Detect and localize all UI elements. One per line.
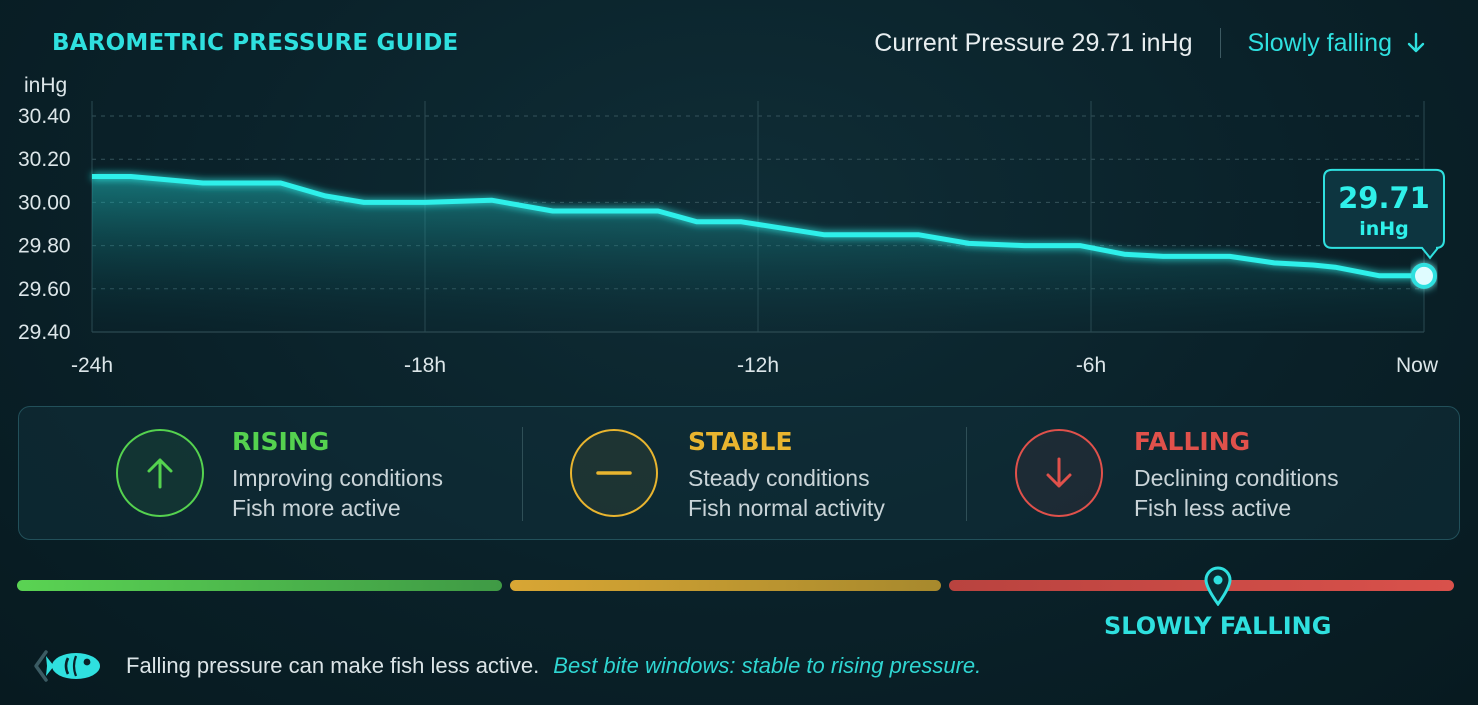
header-divider	[1220, 28, 1222, 58]
footer-tip: Best bite windows: stable to rising pres…	[553, 653, 982, 678]
x-tick-label: -6h	[1076, 354, 1106, 377]
page-title: BAROMETRIC PRESSURE GUIDE	[52, 30, 459, 56]
scale-segment-stable	[510, 580, 941, 591]
legend-stable-title: STABLE	[688, 427, 793, 456]
current-pressure-label: Current Pressure 29.71 inHg	[874, 28, 1193, 57]
legend-divider	[522, 427, 523, 521]
legend-stable-line1: Steady conditions	[688, 465, 870, 491]
arrow-down-icon	[1406, 32, 1426, 54]
x-tick-label: Now	[1396, 354, 1439, 377]
y-tick-label: 30.40	[18, 105, 71, 128]
callout-unit: inHg	[1359, 218, 1409, 240]
footer: Falling pressure can make fish less acti…	[30, 648, 981, 684]
y-tick-label: 30.20	[18, 148, 71, 171]
footer-message: Falling pressure can make fish less acti…	[126, 653, 540, 678]
location-pin-icon	[1203, 566, 1233, 611]
fish-icon	[30, 648, 102, 684]
legend-stable-line2: Fish normal activity	[688, 495, 885, 521]
dash-icon	[570, 429, 658, 517]
y-tick-label: 29.60	[18, 278, 71, 301]
scale-segment-rising	[17, 580, 502, 591]
legend-rising-title: RISING	[232, 427, 330, 456]
pressure-chart: inHg 30.40 30.20 30.00 29.80 29.60 29.40 -24h…	[18, 74, 1445, 377]
current-value-callout: 29.71 inHg	[1323, 168, 1445, 260]
x-tick-label: -18h	[404, 354, 446, 377]
legend-falling-line2: Fish less active	[1134, 495, 1292, 521]
pressure-line	[92, 174, 1424, 279]
y-tick-label: 30.00	[18, 191, 71, 214]
scale-status-label: SLOWLY FALLING	[1104, 612, 1332, 640]
arrow-down-icon	[1015, 429, 1103, 517]
y-tick-label: 29.80	[18, 235, 71, 258]
pressure-area	[92, 176, 1424, 332]
arrow-up-icon	[116, 429, 204, 517]
callout-value: 29.71	[1338, 181, 1430, 215]
legend-falling-title: FALLING	[1134, 427, 1251, 456]
y-tick-label: 29.40	[18, 321, 71, 344]
trend-legend: RISING Improving conditions Fish more ac…	[18, 406, 1460, 540]
y-axis-label: inHg	[24, 74, 67, 97]
scale-segment-falling	[949, 580, 1454, 591]
current-pressure-summary: Current Pressure 29.71 inHg Slowly falli…	[874, 28, 1426, 58]
legend-rising-line2: Fish more active	[232, 495, 401, 521]
legend-divider	[966, 427, 967, 521]
x-tick-label: -12h	[737, 354, 779, 377]
legend-rising-line1: Improving conditions	[232, 465, 443, 491]
x-tick-label: -24h	[71, 354, 113, 377]
trend-label: Slowly falling	[1247, 28, 1392, 57]
current-point[interactable]	[1411, 262, 1437, 289]
legend-falling-line1: Declining conditions	[1134, 465, 1339, 491]
